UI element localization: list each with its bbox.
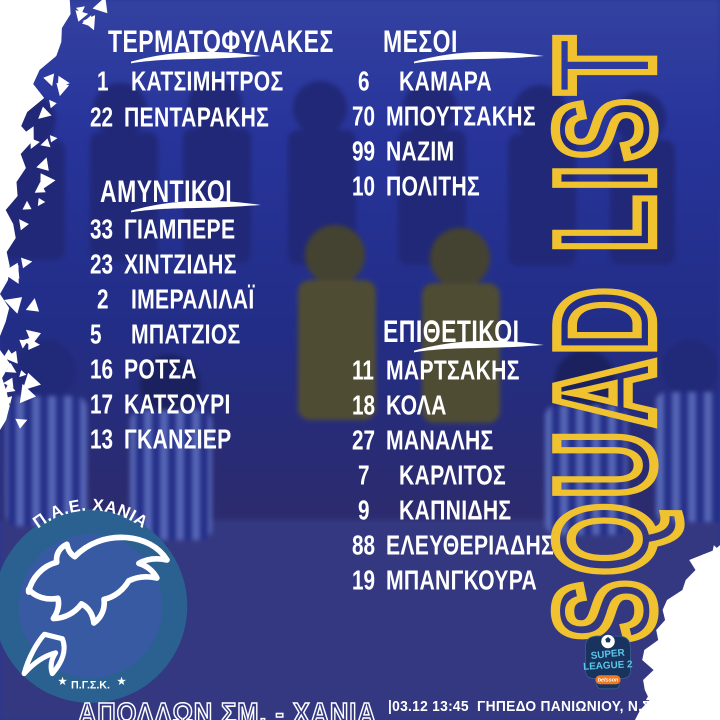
svg-text:★: ★ (116, 676, 126, 688)
svg-text:betsson: betsson (598, 678, 619, 684)
svg-text:Π.Γ.Σ.Κ.: Π.Γ.Σ.Κ. (71, 679, 110, 691)
svg-text:★: ★ (57, 676, 67, 688)
